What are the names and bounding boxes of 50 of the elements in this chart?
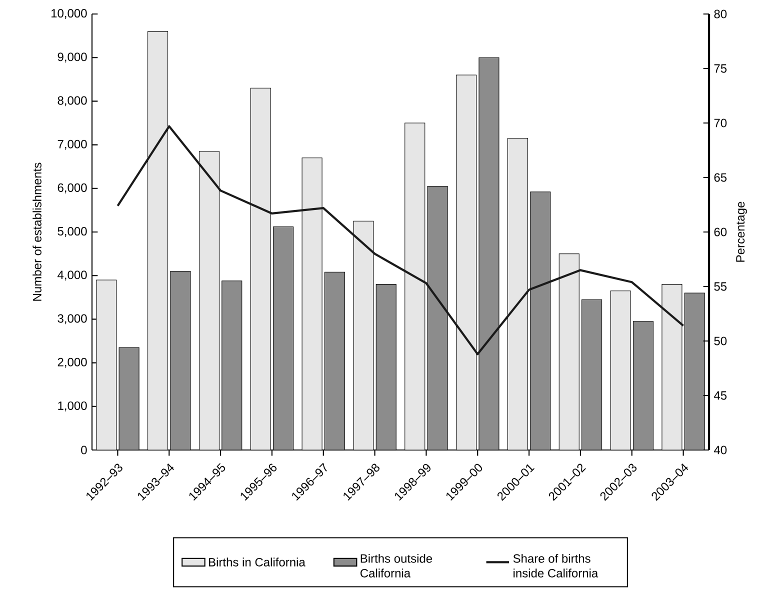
- y-tick-label: 7,000: [58, 140, 87, 150]
- y-tick-label: 0: [81, 446, 87, 454]
- legend-label: Births in California: [209, 558, 306, 566]
- y-tick-label: 8,000: [58, 96, 87, 106]
- y2-tick-label: 65: [714, 173, 727, 182]
- bar: [558, 254, 580, 450]
- y2-tick-label: 45: [714, 391, 727, 400]
- y2-tick-label: 50: [714, 336, 727, 346]
- bar: [456, 74, 477, 450]
- y-tick-label: 1,000: [58, 401, 87, 412]
- y2-tick-label: 75: [714, 64, 727, 73]
- bar: [353, 220, 374, 450]
- bar: [222, 280, 242, 450]
- bar: [273, 226, 294, 450]
- bar: [148, 31, 168, 450]
- bar: [96, 280, 117, 450]
- bar: [170, 270, 191, 450]
- y2-tick-label: 80: [714, 10, 727, 18]
- y-tick-label: 5,000: [58, 227, 87, 237]
- y-tick-label: 3,000: [58, 314, 87, 324]
- line-series: [116, 125, 684, 356]
- bar: [118, 347, 140, 450]
- bar: [478, 57, 500, 450]
- y-tick-label: 10,000: [52, 9, 87, 19]
- y-tick-label: 2,000: [58, 358, 87, 368]
- legend-label: Births outside California: [360, 554, 432, 578]
- bar: [684, 292, 705, 450]
- bar: [530, 192, 551, 450]
- y-tick-label: 4,000: [58, 270, 87, 281]
- y-tick-label: 6,000: [58, 183, 87, 194]
- bar: [632, 321, 654, 450]
- y-axis-title: Number of establishments: [32, 162, 42, 301]
- legend-label: Share of births inside California: [513, 554, 598, 578]
- bar: [404, 122, 426, 450]
- bar: [427, 186, 448, 450]
- y2-tick-label: 55: [714, 282, 727, 291]
- bar: [507, 138, 528, 450]
- bar: [376, 284, 396, 450]
- y2-axis-title: Percentage: [736, 202, 747, 262]
- y2-tick-label: 60: [714, 228, 727, 236]
- y-tick-label: 9,000: [58, 52, 87, 63]
- bar: [662, 284, 682, 450]
- y2-tick-label: 70: [714, 118, 727, 128]
- bar: [582, 299, 602, 450]
- bar: [250, 88, 271, 450]
- bar: [324, 272, 345, 450]
- bar: [198, 151, 220, 450]
- y2-tick-label: 40: [714, 446, 727, 454]
- bar: [610, 290, 631, 450]
- bar: [302, 158, 322, 450]
